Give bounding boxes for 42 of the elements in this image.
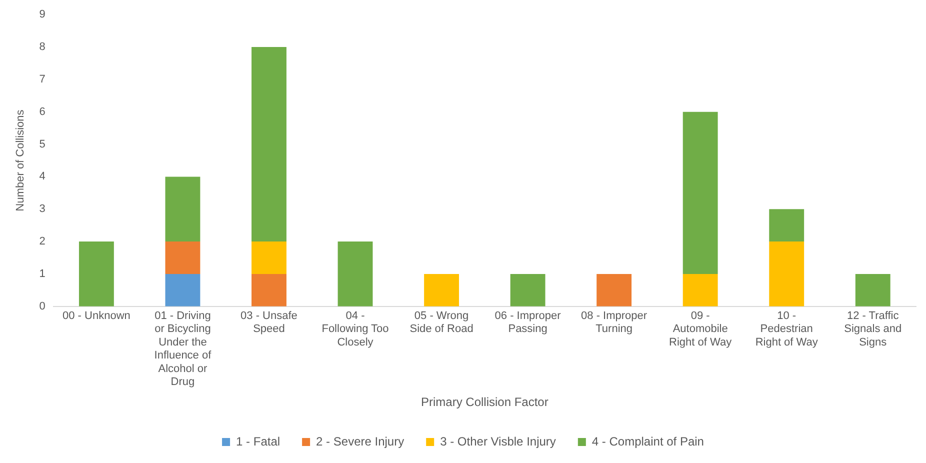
y-tick-label: 7	[39, 73, 46, 86]
bar	[682, 274, 718, 306]
x-tick-label: 01 - Driving or Bicycling Under the Influence of Alcohol or Drug	[154, 310, 212, 388]
x-tick-label: 10 - Pedestrian Right of Way	[755, 310, 818, 348]
x-tick-label: 00 - Unknown	[62, 310, 130, 322]
bar	[682, 112, 718, 274]
y-tick-label: 6	[39, 106, 46, 118]
y-tick-label: 3	[39, 203, 46, 216]
x-tick-label: 06 - Improper Passing	[494, 310, 562, 336]
bar	[165, 242, 200, 274]
bar	[769, 209, 804, 242]
y-tick-label: 4	[39, 170, 46, 183]
x-tick-label: 03 - Unsafe Speed	[240, 310, 298, 336]
legend-label: 1 - Fatal	[236, 434, 280, 448]
bar	[424, 274, 459, 306]
x-tick-label: 09 - Automobile Right of Way	[669, 310, 732, 348]
bar	[510, 274, 546, 306]
bar	[252, 242, 286, 274]
bar	[252, 274, 286, 306]
bar	[596, 274, 632, 306]
x-tick-label: 08 - Improper Turning	[581, 310, 648, 336]
bar	[252, 47, 286, 242]
y-tick-label: 9	[39, 8, 46, 21]
x-tick-label: 12 - Traffic Signals and Signs	[844, 310, 902, 348]
bar	[769, 242, 804, 306]
bar	[78, 242, 114, 306]
y-tick-label: 5	[39, 138, 46, 150]
bar	[165, 176, 200, 242]
bar	[165, 274, 200, 306]
bar	[855, 274, 890, 306]
legend-label: 2 - Severe Injury	[316, 434, 404, 448]
legend-label: 3 - Other Visble Injury	[440, 434, 556, 448]
x-axis-title: Primary Collision Factor	[420, 395, 548, 410]
legend-label: 4 - Complaint of Pain	[592, 434, 704, 448]
y-tick-label: 0	[39, 300, 46, 312]
y-axis-title: Number of Collisions	[14, 109, 27, 212]
y-tick-label: 2	[39, 236, 46, 248]
y-tick-label: 1	[39, 268, 46, 280]
x-tick-label: 05 - Wrong Side of Road	[410, 310, 474, 336]
y-tick-label: 8	[39, 41, 46, 54]
x-tick-label: 04 - Following Too Closely	[322, 310, 389, 348]
bar	[338, 242, 373, 306]
